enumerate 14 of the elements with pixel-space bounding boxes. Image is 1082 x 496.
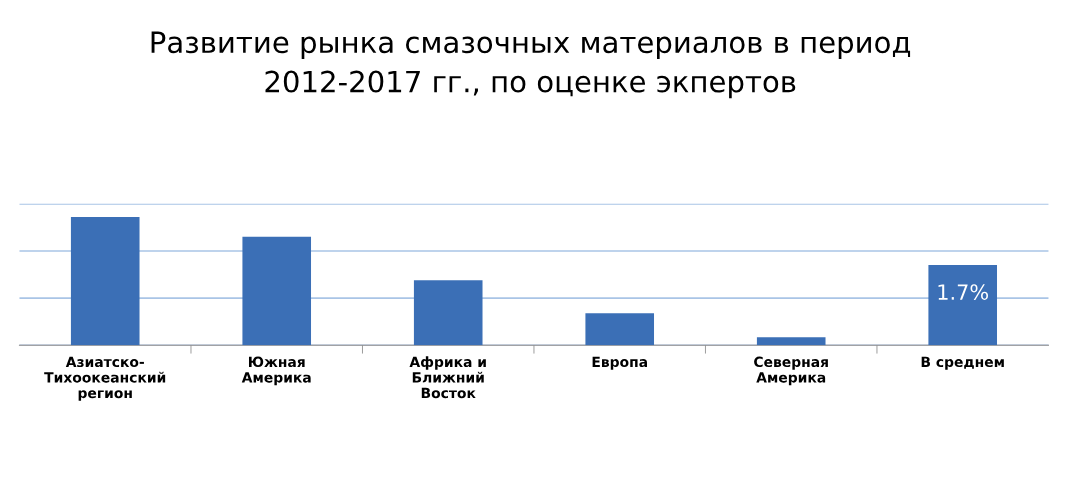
x-tick-label: Северная Америка — [754, 356, 828, 386]
bar — [242, 236, 312, 346]
x-tick-label: Азиатско- Тихоокеанский регион — [44, 356, 166, 401]
bar — [70, 217, 140, 346]
data-label: 1.7% — [938, 284, 989, 300]
bar — [928, 265, 998, 346]
bar — [756, 337, 826, 346]
x-tick-label: Южная Америка — [241, 356, 311, 386]
x-tick-label: В среднем — [921, 356, 1004, 370]
bar — [585, 313, 655, 346]
chart-title: Развитие рынка смазочных материалов в период 2012-2017 гг., по оценке экпертов — [151, 31, 911, 99]
x-tick-label: Европа — [592, 356, 647, 370]
x-tick-label: Африка и Ближний Восток — [409, 356, 486, 399]
bar — [413, 280, 483, 346]
